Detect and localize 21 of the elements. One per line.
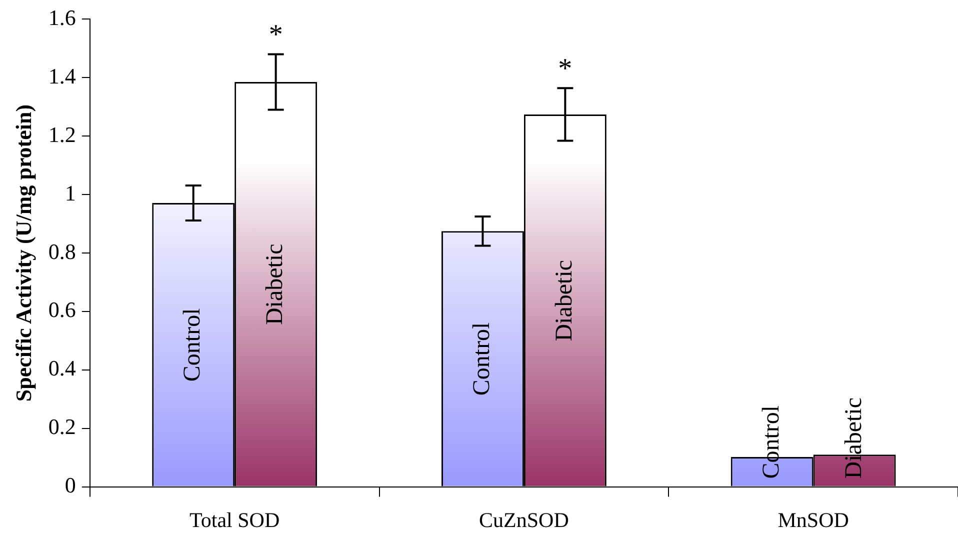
y-tick-label: 0.2 (48, 414, 76, 440)
y-tick-label: 1.6 (48, 4, 76, 30)
y-tick-label: 1.2 (48, 122, 76, 147)
text: Diabetic (262, 244, 288, 326)
text: Diabetic (840, 398, 867, 479)
y-axis-title: Specific Activity (U/mg protein) (10, 104, 36, 402)
annotation: * (558, 54, 572, 85)
x-tick-label: CuZnSOD (479, 508, 569, 532)
y-tick-label: 0.4 (48, 356, 76, 381)
text: Control (180, 308, 206, 382)
text: Diabetic (551, 260, 578, 342)
x-tick-label: Total SOD (190, 508, 280, 532)
y-tick-label: 1 (64, 180, 76, 206)
y-tick-label: 0.6 (48, 297, 76, 322)
x-tick-label: MnSOD (778, 508, 849, 532)
y-tick-label: 0.8 (48, 238, 76, 264)
y-tick-label: 1.4 (48, 63, 76, 88)
y-tick-label: 0 (64, 472, 76, 498)
text: Control (469, 322, 496, 396)
annotation: * (268, 20, 283, 51)
text: Control (758, 405, 784, 479)
